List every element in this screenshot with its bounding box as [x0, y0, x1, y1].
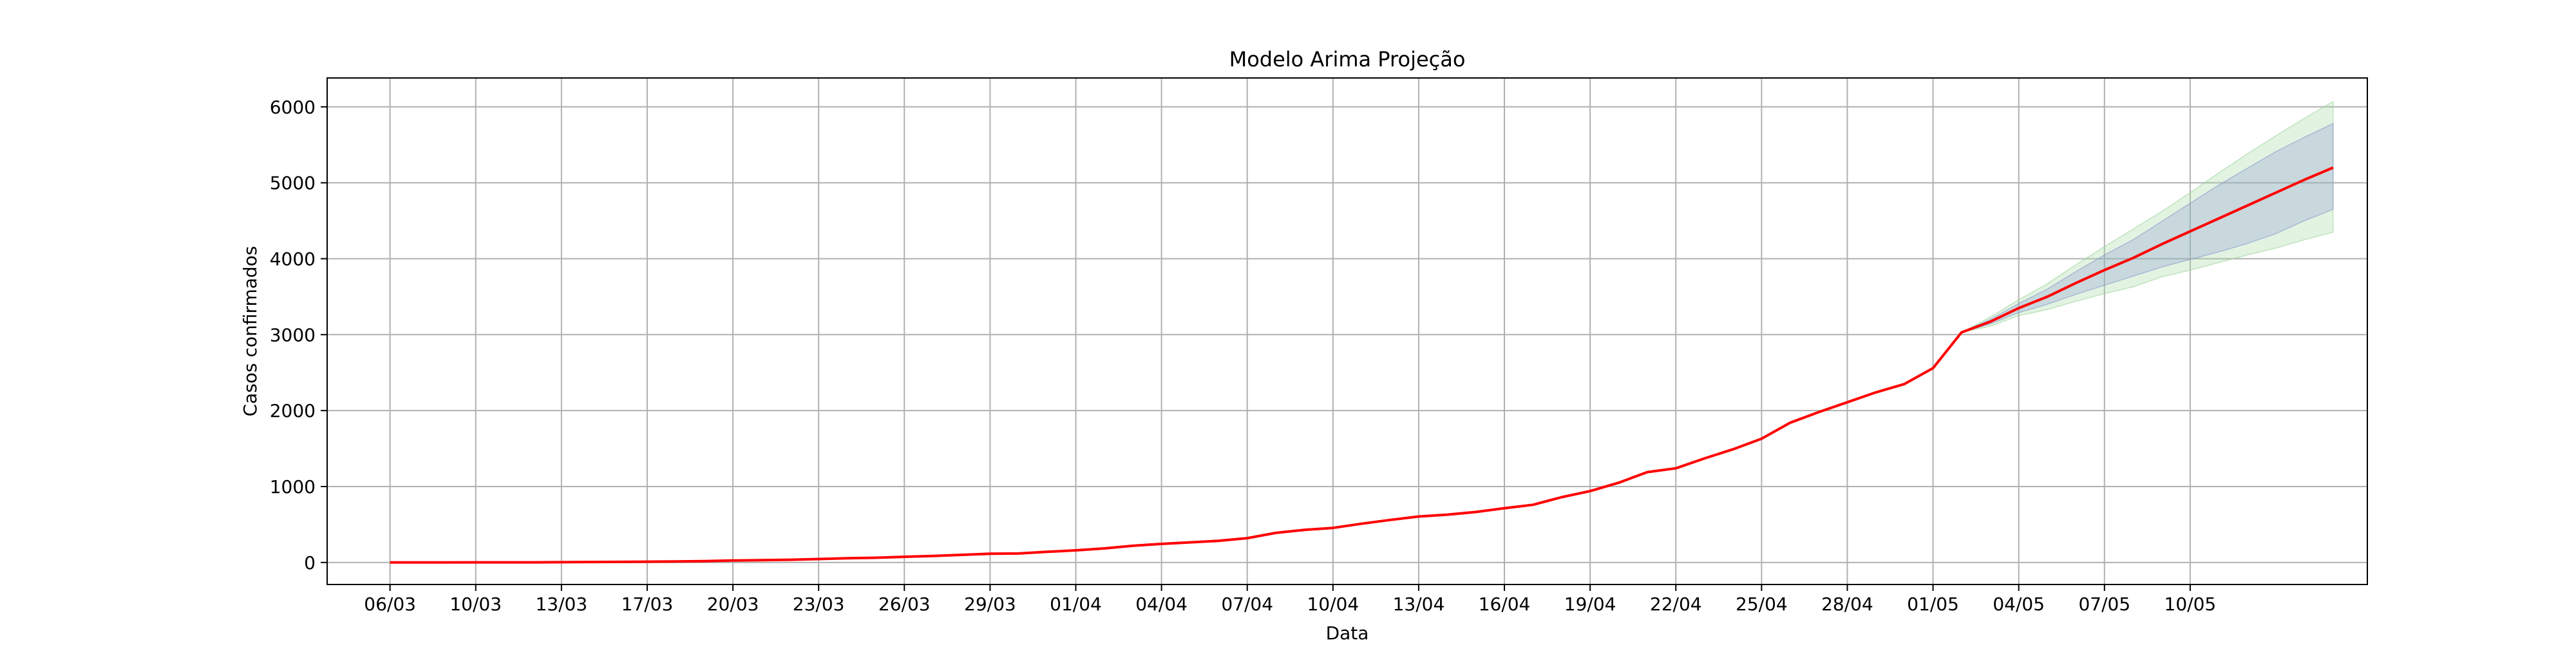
- grid-layer: [327, 78, 2367, 584]
- y-tick-label: 6000: [270, 97, 316, 118]
- y-tick-label: 1000: [270, 476, 316, 497]
- x-tick-label: 16/04: [1479, 594, 1531, 615]
- y-tick-label: 2000: [270, 400, 316, 421]
- confidence-band-80pct: [1961, 122, 2334, 333]
- y-tick-label: 5000: [270, 173, 316, 194]
- series-line-confirmed-cases: [390, 166, 2334, 564]
- x-tick-label: 13/04: [1393, 594, 1445, 615]
- x-tick-label: 01/05: [1907, 594, 1959, 615]
- y-tick-label: 3000: [270, 324, 316, 345]
- x-tick-label: 28/04: [1821, 594, 1873, 615]
- x-tick-label: 17/03: [621, 594, 674, 615]
- x-tick-label: 04/04: [1135, 594, 1188, 615]
- x-tick-label: 22/04: [1650, 594, 1702, 615]
- y-axis-label: Casos confirmados: [240, 246, 261, 417]
- y-axis-ticks: 0 1000 2000 3000 4000 5000 6000: [270, 97, 327, 574]
- x-tick-label: 10/05: [2164, 594, 2217, 615]
- x-tick-label: 20/03: [707, 594, 759, 615]
- x-tick-label: 25/04: [1736, 594, 1788, 615]
- confidence-bands: [1961, 101, 2334, 333]
- x-tick-label: 10/03: [450, 594, 502, 615]
- x-tick-label: 10/04: [1307, 594, 1359, 615]
- x-tick-label: 19/04: [1564, 594, 1616, 615]
- plot-frame: [327, 77, 2368, 585]
- y-tick-label: 4000: [270, 248, 316, 269]
- x-axis-label: Data: [1326, 623, 1369, 644]
- chart-title: Modelo Arima Projeção: [1229, 47, 1466, 72]
- x-tick-label: 07/04: [1221, 594, 1273, 615]
- x-tick-label: 13/03: [535, 594, 587, 615]
- x-tick-label: 26/03: [878, 594, 931, 615]
- x-tick-label: 04/05: [1993, 594, 2045, 615]
- series-layer: [390, 166, 2334, 564]
- x-tick-label: 29/03: [964, 594, 1016, 615]
- x-tick-label: 23/03: [793, 594, 845, 615]
- x-axis-ticks: 06/03 10/03 13/03 17/03 20/03 23/03 26/03 29/03…: [364, 584, 2216, 615]
- y-tick-label: 0: [304, 552, 316, 574]
- x-tick-label: 06/03: [364, 594, 416, 615]
- x-tick-label: 01/04: [1050, 594, 1102, 615]
- x-tick-label: 07/05: [2078, 594, 2130, 615]
